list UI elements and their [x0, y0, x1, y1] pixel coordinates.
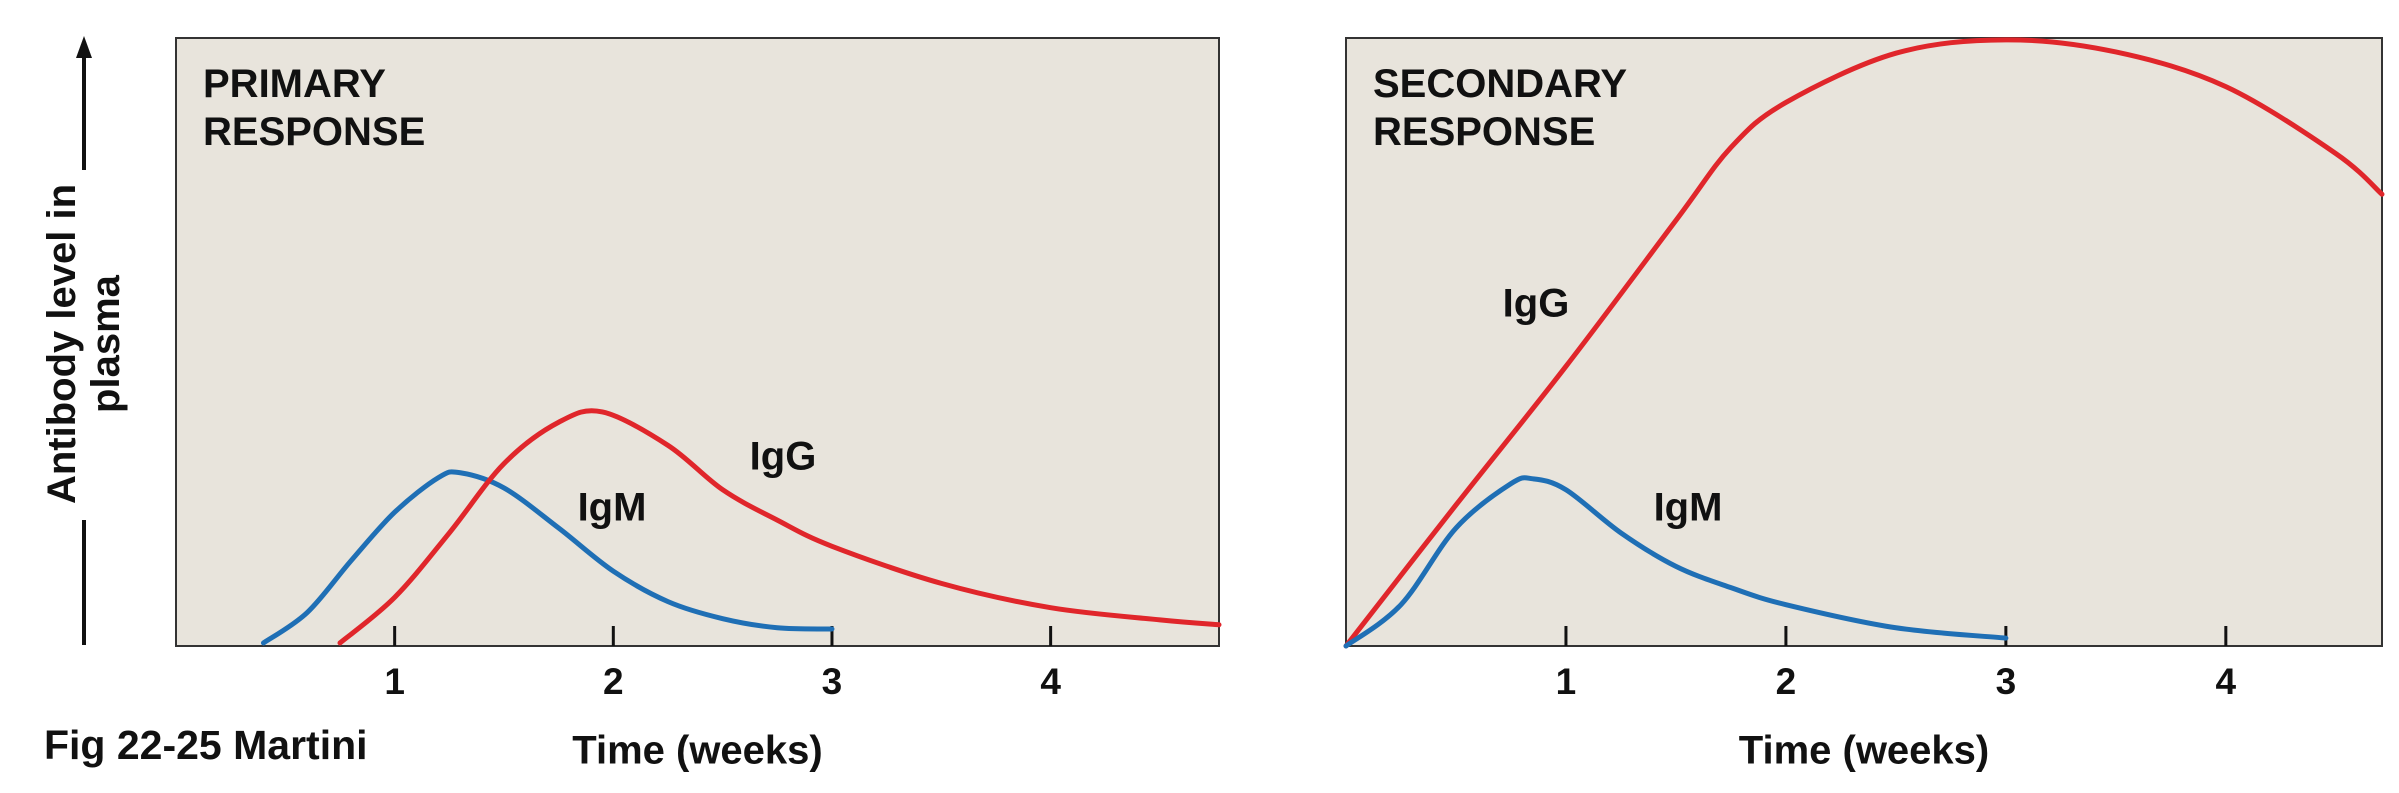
x-tick-label: 1 [384, 661, 405, 702]
plot-area [175, 37, 1220, 647]
x-tick-label: 3 [822, 661, 843, 702]
y-axis-label: Antibody level in plasma [40, 179, 128, 509]
x-axis-label: Time (weeks) [572, 729, 823, 773]
x-tick-label: 3 [1996, 661, 2017, 702]
series-label: IgM [578, 486, 647, 530]
panel-title: PRIMARY RESPONSE [203, 62, 426, 154]
x-axis-label: Time (weeks) [1739, 729, 1990, 773]
arrow-head [76, 36, 92, 58]
series-label: IgG [1503, 282, 1570, 326]
plot-area [1345, 37, 2383, 647]
x-tick-label: 4 [2216, 661, 2237, 702]
series-label: IgM [1654, 486, 1723, 530]
data-line [260, 469, 835, 646]
series-label: IgG [750, 435, 817, 479]
caption: Fig 22-25 Martini [44, 722, 368, 768]
x-tick-label: 2 [1776, 661, 1797, 702]
data-line [1343, 475, 2009, 649]
data-line [337, 408, 1222, 646]
data-line [1343, 37, 2385, 649]
panel-title: SECONDARY RESPONSE [1373, 62, 1627, 154]
x-tick-label: 4 [1040, 661, 1061, 702]
x-tick-label: 1 [1556, 661, 1577, 702]
x-tick-label: 2 [603, 661, 624, 702]
